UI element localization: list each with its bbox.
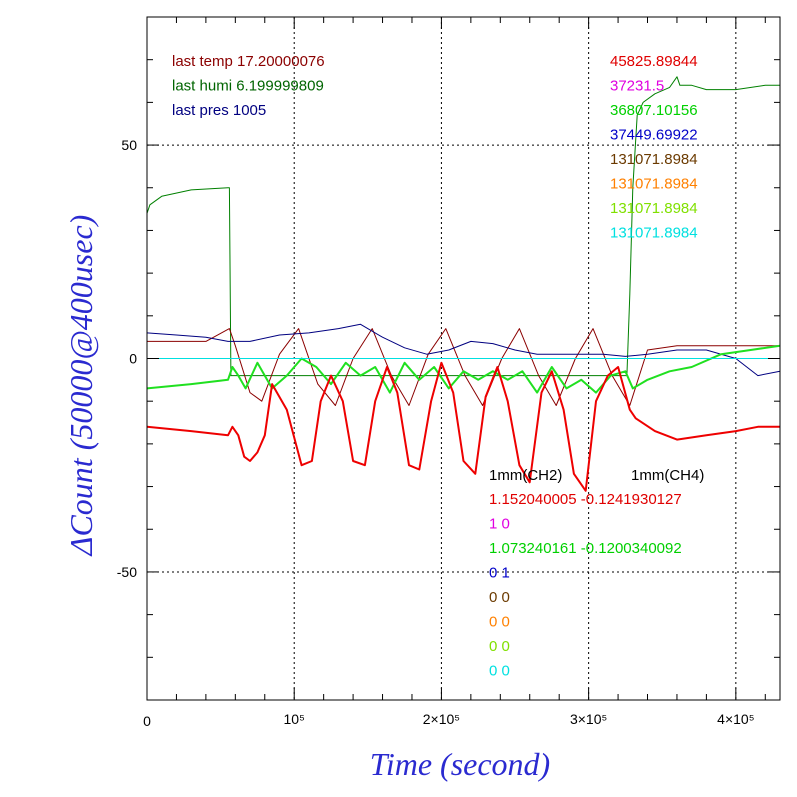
info-right-5: 131071.8984 xyxy=(610,176,698,193)
info-top-right: 45825.89844 37231.5 36807.10156 37449.69922… xyxy=(610,53,698,242)
x-tick-label-0: 0 xyxy=(143,713,151,729)
info-left-1: last humi 6.199999809 xyxy=(172,78,324,95)
info-right-4: 131071.8984 xyxy=(610,151,698,168)
series-line-2 xyxy=(146,323,781,377)
series-line-1 xyxy=(147,328,780,406)
y-tick-label-1: 0 xyxy=(129,351,137,367)
y-axis-title: ΔCount (50000@400usec) xyxy=(63,215,99,558)
legend-row-1: 1 0 xyxy=(489,516,510,533)
x-tick-label-2: 2×10⁵ xyxy=(423,711,460,727)
info-right-1: 37231.5 xyxy=(610,78,664,95)
info-right-0: 45825.89844 xyxy=(610,53,698,70)
legend: 1mm(CH2) 1mm(CH4) 1.152040005 -0.1241930… xyxy=(489,467,704,680)
info-right-3: 37449.69922 xyxy=(610,127,698,144)
series-group xyxy=(146,76,781,492)
x-tick-label-3: 3×10⁵ xyxy=(570,711,607,727)
y-tick-label-0: 50 xyxy=(121,137,137,153)
legend-row-0: 1.152040005 -0.1241930127 xyxy=(489,491,682,508)
legend-header-ch2: 1mm(CH2) xyxy=(489,467,562,484)
series-line-4 xyxy=(146,361,780,492)
y-tick-label-2: -50 xyxy=(117,564,137,580)
info-right-2: 36807.10156 xyxy=(610,102,698,119)
legend-row-5: 0 0 xyxy=(489,614,510,631)
info-right-6: 131071.8984 xyxy=(610,200,698,217)
tick-labels: 0 10⁵ 2×10⁵ 3×10⁵ 4×10⁵ 50 0 -50 xyxy=(117,137,755,729)
legend-header-ch4: 1mm(CH4) xyxy=(631,467,704,484)
tick-marks xyxy=(146,16,780,701)
x-tick-label-1: 10⁵ xyxy=(284,711,305,727)
legend-row-4: 0 0 xyxy=(489,589,510,606)
legend-row-7: 0 0 xyxy=(489,663,510,680)
legend-row-2: 1.073240161 -0.1200340092 xyxy=(489,540,682,557)
info-left-0: last temp 17.20000076 xyxy=(172,53,325,70)
x-axis-title: Time (second) xyxy=(370,746,550,782)
legend-row-6: 0 0 xyxy=(489,638,510,655)
series-line-3 xyxy=(146,344,781,394)
legend-row-3: 0 1 xyxy=(489,565,510,582)
info-right-7: 131071.8984 xyxy=(610,225,698,242)
info-top-left: last temp 17.20000076 last humi 6.1999998… xyxy=(172,53,325,119)
info-left-2: last pres 1005 xyxy=(172,102,266,119)
series-line-0 xyxy=(146,76,780,377)
x-tick-label-4: 4×10⁵ xyxy=(717,711,754,727)
